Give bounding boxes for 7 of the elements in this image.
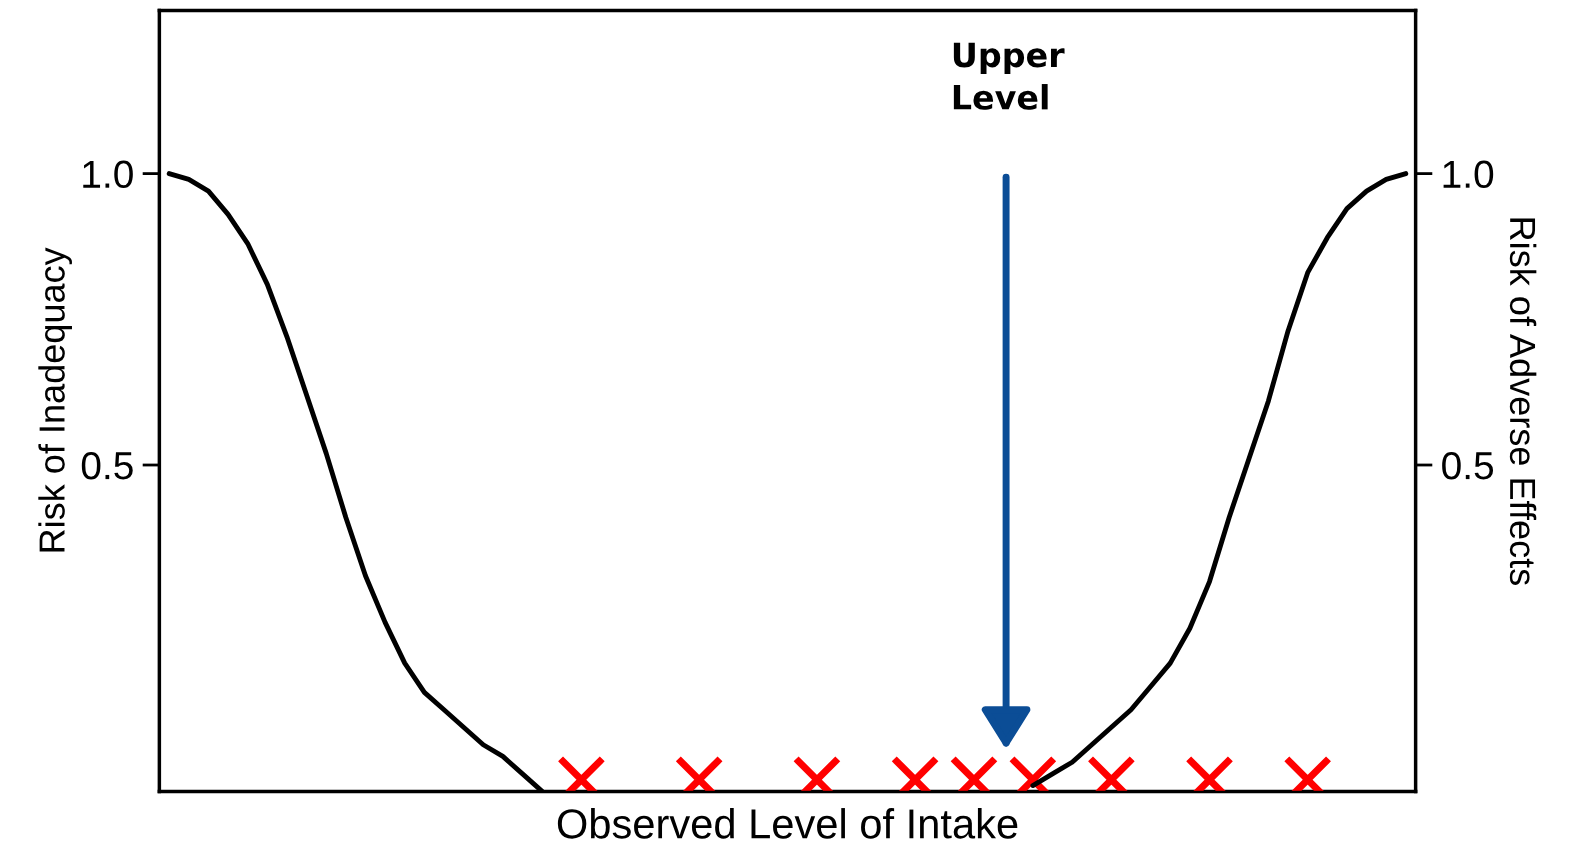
x-axis-title: Observed Level of Intake bbox=[557, 808, 1018, 839]
line-series bbox=[1030, 171, 1409, 788]
y-axis-title: Risk of Inadequacy bbox=[38, 247, 72, 552]
annotation: Upper Level bbox=[953, 42, 1065, 110]
y2-tick-label: 0.5 bbox=[1442, 451, 1494, 480]
y2-tick-label: 1.0 bbox=[1443, 160, 1494, 189]
y2-axis-title: Risk of Adverse Effects bbox=[1509, 218, 1537, 585]
